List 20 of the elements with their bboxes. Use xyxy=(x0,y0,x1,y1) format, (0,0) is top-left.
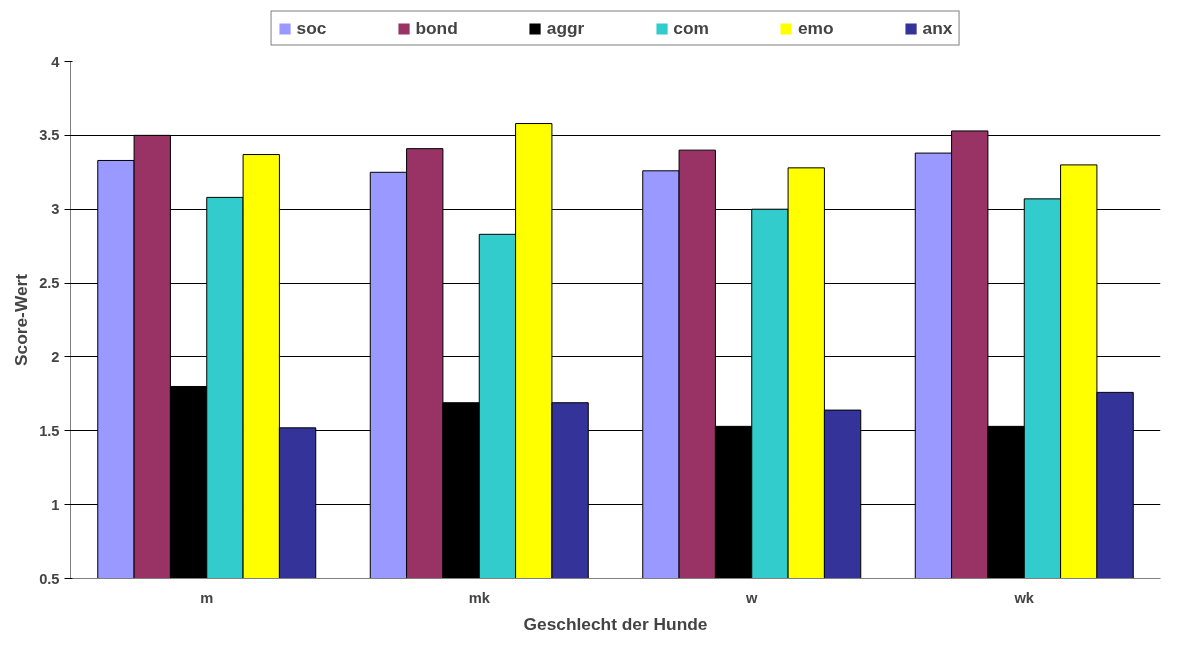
legend-label: aggr xyxy=(546,17,585,39)
y-tick-label: 1.5 xyxy=(39,422,60,439)
y-axis-title: Score-Wert xyxy=(11,273,32,367)
legend-label: com xyxy=(673,17,709,39)
y-tick-label: 3.5 xyxy=(39,127,60,144)
x-tick-label: w xyxy=(745,589,759,606)
y-tick-label: 4 xyxy=(51,53,61,70)
x-tick-label: wk xyxy=(1013,589,1035,606)
legend-label: anx xyxy=(922,17,953,39)
y-tick-label: 2.5 xyxy=(39,275,60,292)
x-tick-label: mk xyxy=(468,589,491,606)
legend-label: emo xyxy=(797,17,834,39)
y-tick-label: 2 xyxy=(51,348,60,365)
legend-label: bond xyxy=(415,17,458,39)
y-tick-label: 3 xyxy=(51,201,60,218)
y-tick-label: 0.5 xyxy=(39,570,60,587)
x-axis-title: Geschlecht der Hunde xyxy=(523,613,708,634)
x-tick-label: m xyxy=(200,589,214,606)
legend-label: soc xyxy=(296,17,327,39)
y-tick-label: 1 xyxy=(51,496,60,513)
